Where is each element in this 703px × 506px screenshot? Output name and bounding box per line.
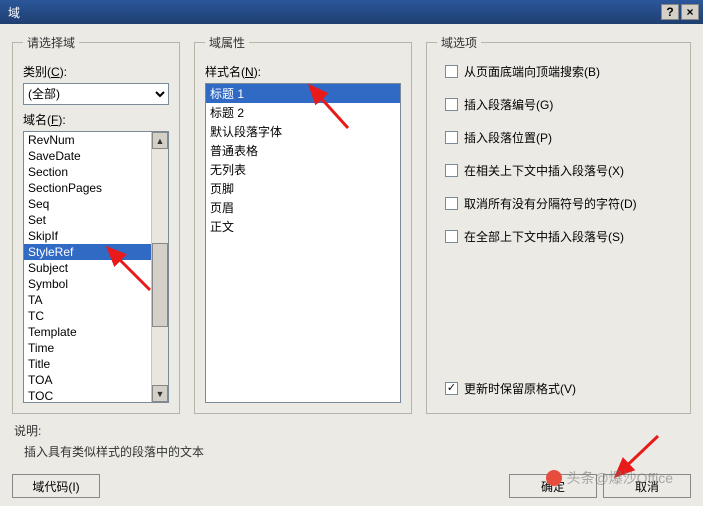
list-item[interactable]: Time [24, 340, 151, 356]
list-item[interactable]: SkipIf [24, 228, 151, 244]
field-name-label: 域名(F): [23, 111, 169, 128]
option-label: 插入段落编号(G) [464, 96, 553, 113]
list-item[interactable]: 无列表 [206, 160, 400, 179]
option-row[interactable]: 取消所有没有分隔符号的字符(D) [445, 195, 680, 212]
group-field-options-legend: 域选项 [437, 34, 481, 51]
list-item[interactable]: 页眉 [206, 198, 400, 217]
option-row[interactable]: 在全部上下文中插入段落号(S) [445, 228, 680, 245]
option-label: 在相关上下文中插入段落号(X) [464, 162, 624, 179]
group-select-field: 请选择域 类别(C): (全部) 域名(F): RevNumSaveDateSe… [12, 34, 180, 414]
option-row[interactable]: 在相关上下文中插入段落号(X) [445, 162, 680, 179]
option-checkbox[interactable] [445, 197, 458, 210]
list-item[interactable]: 页脚 [206, 179, 400, 198]
list-item[interactable]: Title [24, 356, 151, 372]
list-item[interactable]: StyleRef [24, 244, 151, 260]
option-label: 取消所有没有分隔符号的字符(D) [464, 195, 637, 212]
list-item[interactable]: Symbol [24, 276, 151, 292]
scroll-up-icon[interactable]: ▲ [152, 132, 168, 149]
description-heading: 说明: [14, 422, 691, 439]
option-checkbox[interactable] [445, 164, 458, 177]
list-item[interactable]: Template [24, 324, 151, 340]
group-field-options: 域选项 从页面底端向顶端搜索(B) 插入段落编号(G) 插入段落位置(P) 在相关上下… [426, 34, 691, 414]
preserve-format-checkbox[interactable] [445, 382, 458, 395]
list-item[interactable]: Seq [24, 196, 151, 212]
list-item[interactable]: TOC [24, 388, 151, 402]
list-item[interactable]: Subject [24, 260, 151, 276]
category-label: 类别(C): [23, 63, 169, 80]
cancel-button[interactable]: 取消 [603, 474, 691, 498]
group-select-field-legend: 请选择域 [23, 34, 79, 51]
field-name-list[interactable]: RevNumSaveDateSectionSectionPagesSeqSetS… [23, 131, 169, 403]
scroll-down-icon[interactable]: ▼ [152, 385, 168, 402]
list-item[interactable]: Set [24, 212, 151, 228]
list-item[interactable]: 标题 1 [206, 84, 400, 103]
option-label: 在全部上下文中插入段落号(S) [464, 228, 624, 245]
list-item[interactable]: 普通表格 [206, 141, 400, 160]
title-bar: 域 ? × [0, 0, 703, 24]
field-codes-button[interactable]: 域代码(I) [12, 474, 100, 498]
list-item[interactable]: TOA [24, 372, 151, 388]
description-text: 插入具有类似样式的段落中的文本 [24, 443, 691, 460]
list-item[interactable]: Section [24, 164, 151, 180]
list-item[interactable]: 默认段落字体 [206, 122, 400, 141]
option-label: 从页面底端向顶端搜索(B) [464, 63, 600, 80]
scrollbar[interactable]: ▲ ▼ [151, 132, 168, 402]
ok-button[interactable]: 确定 [509, 474, 597, 498]
option-label: 插入段落位置(P) [464, 129, 552, 146]
close-button[interactable]: × [681, 4, 699, 20]
option-checkbox[interactable] [445, 131, 458, 144]
help-button[interactable]: ? [661, 4, 679, 20]
scroll-thumb[interactable] [152, 243, 168, 327]
list-item[interactable]: 标题 2 [206, 103, 400, 122]
category-combo[interactable]: (全部) [23, 83, 169, 105]
preserve-format-label: 更新时保留原格式(V) [464, 380, 576, 397]
style-name-label: 样式名(N): [205, 63, 401, 80]
option-row[interactable]: 从页面底端向顶端搜索(B) [445, 63, 680, 80]
list-item[interactable]: TA [24, 292, 151, 308]
list-item[interactable]: SectionPages [24, 180, 151, 196]
preserve-format-row[interactable]: 更新时保留原格式(V) [445, 380, 680, 397]
list-item[interactable]: TC [24, 308, 151, 324]
window-title: 域 [8, 4, 20, 21]
option-checkbox[interactable] [445, 230, 458, 243]
option-row[interactable]: 插入段落编号(G) [445, 96, 680, 113]
list-item[interactable]: RevNum [24, 132, 151, 148]
option-checkbox[interactable] [445, 98, 458, 111]
option-row[interactable]: 插入段落位置(P) [445, 129, 680, 146]
group-field-props: 域属性 样式名(N): 标题 1标题 2默认段落字体普通表格无列表页脚页眉正文 [194, 34, 412, 414]
option-checkbox[interactable] [445, 65, 458, 78]
list-item[interactable]: SaveDate [24, 148, 151, 164]
style-name-list[interactable]: 标题 1标题 2默认段落字体普通表格无列表页脚页眉正文 [205, 83, 401, 403]
list-item[interactable]: 正文 [206, 217, 400, 236]
group-field-props-legend: 域属性 [205, 34, 249, 51]
